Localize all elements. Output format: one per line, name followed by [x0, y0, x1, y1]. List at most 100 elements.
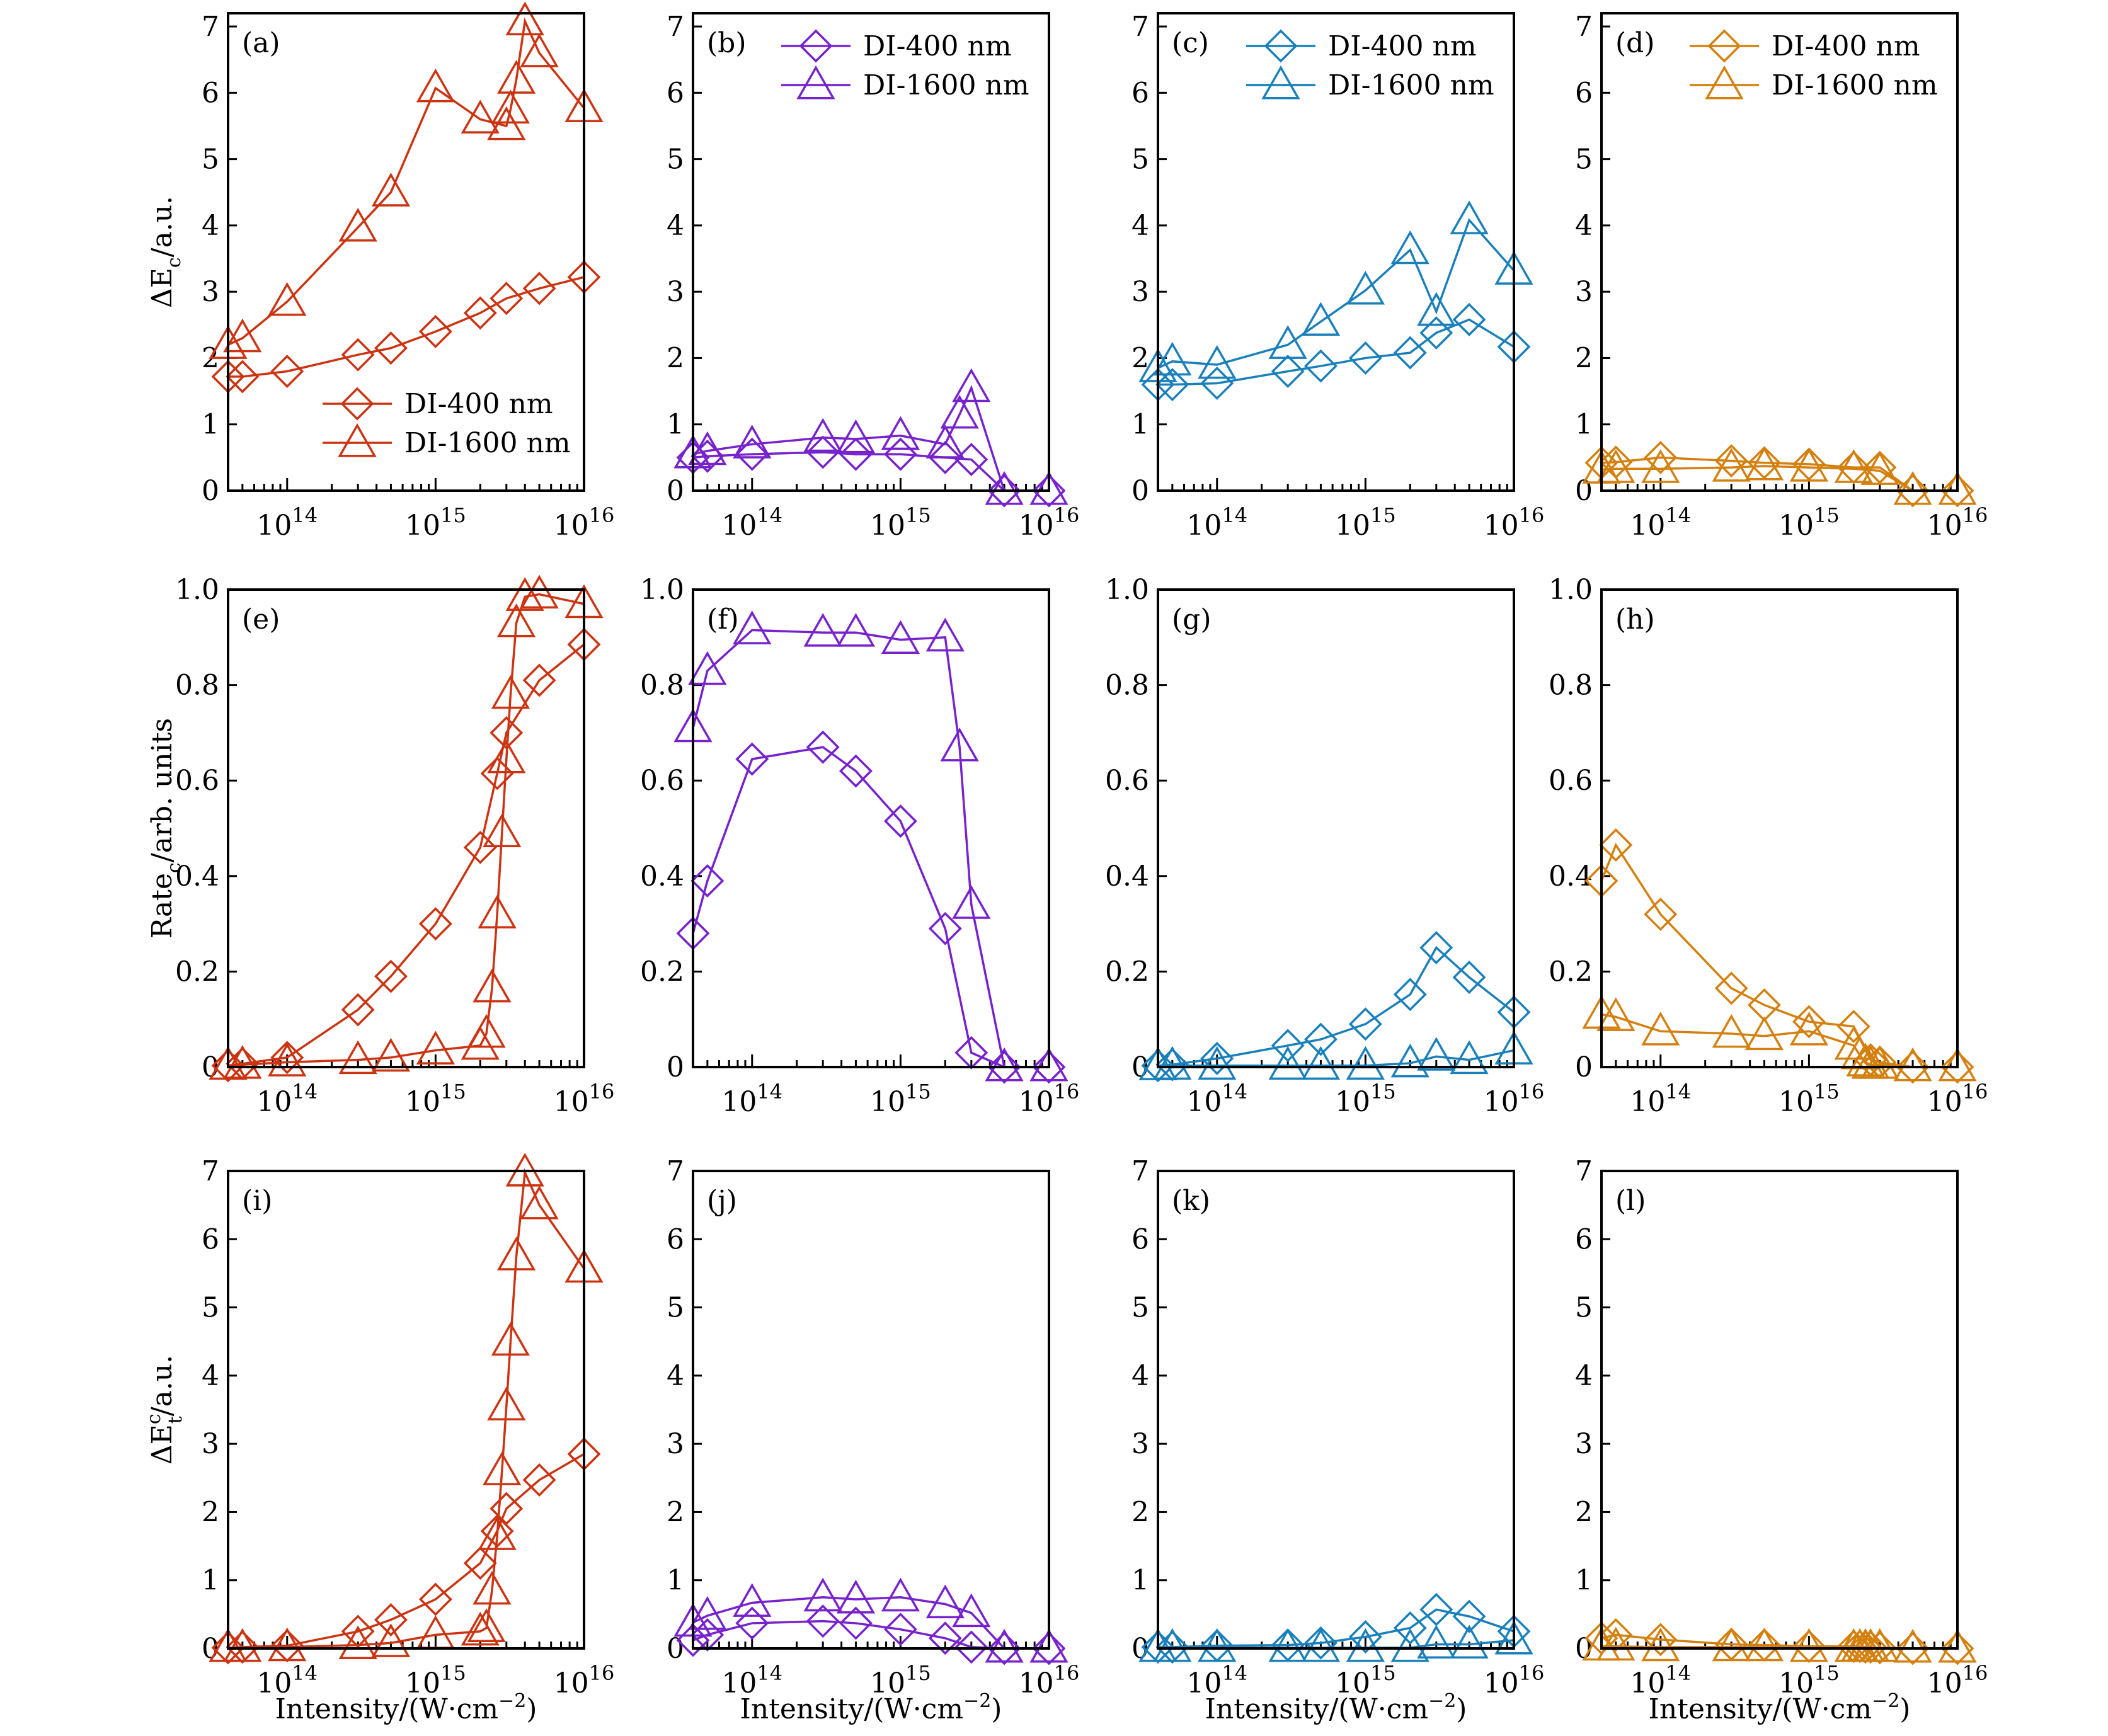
x-tick-label: 1014: [721, 503, 782, 542]
plot-frame: [227, 12, 585, 492]
x-tick-base: 10: [1186, 510, 1222, 542]
data-point-triangle: [338, 1625, 377, 1660]
data-point-diamond: [883, 1613, 917, 1647]
data-point-triangle: [1029, 1047, 1068, 1082]
series-di-400-nm: [1141, 302, 1531, 402]
x-tick-exponent: 15: [1814, 1080, 1840, 1104]
data-point-triangle: [1846, 1042, 1885, 1076]
data-point-triangle: [881, 416, 920, 450]
x-tick-exponent: 16: [1519, 503, 1545, 527]
x-tick-exponent: 15: [1370, 1661, 1396, 1685]
series-line: [1157, 945, 1515, 1067]
x-tick-label: 1015: [1335, 1661, 1396, 1699]
x-axis-title-main: Intensity/(W·cm: [1649, 1693, 1872, 1725]
data-point-diamond: [211, 1049, 245, 1083]
data-point-triangle: [1390, 230, 1429, 265]
series-line: [692, 451, 1049, 492]
y-tick-label: 7: [1575, 11, 1593, 43]
series-line: [1600, 842, 1957, 1068]
data-point-triangle: [1789, 1628, 1828, 1662]
legend-triangle-icon: [796, 65, 835, 100]
x-tick-base: 10: [1019, 510, 1054, 542]
data-point-diamond: [1644, 1623, 1678, 1657]
x-tick-base: 10: [1019, 1086, 1054, 1118]
y-axis-title-sup: c: [143, 1413, 165, 1424]
data-point-triangle: [1450, 1040, 1489, 1075]
data-point-diamond: [1200, 1041, 1234, 1075]
plot-frame: [1600, 588, 1959, 1068]
y-tick-label: 2: [667, 342, 684, 374]
x-tick-exponent: 14: [1222, 1661, 1247, 1685]
data-point-triangle: [1834, 449, 1873, 483]
data-point-diamond: [1940, 474, 1974, 508]
legend-diamond-icon: [1264, 29, 1298, 63]
y-tick-label: 4: [667, 210, 684, 242]
data-point-triangle: [491, 89, 530, 124]
series-di-400-nm: [211, 260, 601, 394]
data-point-diamond: [341, 338, 375, 372]
x-tick-base: 10: [405, 510, 440, 542]
data-point-triangle: [1712, 1627, 1751, 1662]
y-tick-label: 4: [202, 1360, 219, 1392]
x-tick-exponent: 14: [1222, 1080, 1247, 1104]
y-tick-label: 4: [1131, 1360, 1149, 1392]
y-tick-label: 3: [667, 1428, 684, 1460]
data-point-diamond: [806, 730, 840, 764]
x-tick-base: 10: [1779, 1086, 1814, 1118]
x-tick-base: 10: [721, 1086, 757, 1118]
data-point-triangle: [338, 207, 377, 242]
y-tick-label: 5: [202, 144, 219, 176]
panel-label: (a): [242, 27, 280, 59]
y-axis-title: ΔEc/a.u.: [146, 196, 185, 308]
x-tick-base: 10: [1186, 1667, 1222, 1699]
x-tick-label: 1016: [554, 1661, 615, 1699]
x-tick-base: 10: [1927, 510, 1962, 542]
data-point-diamond: [1792, 447, 1826, 481]
x-tick-label: 1015: [1779, 503, 1840, 542]
y-tick-label: 2: [202, 1496, 219, 1528]
y-tick-label: 3: [667, 276, 684, 308]
data-point-triangle: [940, 728, 979, 762]
legend: DI-400 nm DI-1600 nm: [1246, 29, 1494, 101]
y-tick-label: 7: [202, 1155, 219, 1187]
data-point-triangle: [1390, 1628, 1429, 1662]
data-point-diamond: [490, 282, 524, 316]
x-tick-label: 1014: [256, 1080, 318, 1118]
y-tick-label: 3: [1575, 1428, 1593, 1460]
legend-label: DI-400 nm: [1328, 30, 1477, 62]
y-axis-title-sub: c: [163, 257, 185, 268]
x-tick-base: 10: [1630, 510, 1665, 542]
x-tick-base: 10: [1779, 1667, 1814, 1699]
data-point-triangle: [688, 651, 727, 685]
data-point-diamond: [1452, 302, 1486, 336]
plot-frame: [1157, 1170, 1515, 1650]
data-point-triangle: [416, 68, 455, 103]
data-point-triangle: [1744, 1627, 1784, 1662]
y-tick-label: 2: [1131, 1496, 1149, 1528]
data-point-triangle: [461, 1611, 500, 1646]
y-tick-label: 1: [667, 1565, 684, 1597]
y-tick-label: 0.2: [1549, 956, 1593, 988]
data-point-diamond: [270, 355, 304, 388]
y-tick-label: 5: [667, 1292, 684, 1324]
data-point-triangle: [1268, 325, 1307, 359]
x-tick-exponent: 14: [1665, 1080, 1691, 1104]
x-tick-label: 1016: [1484, 1080, 1545, 1118]
y-tick-label: 7: [667, 1155, 684, 1187]
y-tick-label: 5: [1575, 1292, 1593, 1324]
data-point-diamond: [1155, 1630, 1189, 1664]
x-tick-exponent: 15: [1814, 503, 1840, 527]
y-tick-label: 0.4: [175, 860, 219, 893]
x-tick-label: 1016: [554, 503, 615, 542]
y-tick-label: 0.6: [1105, 765, 1149, 797]
x-tick-exponent: 14: [292, 1080, 318, 1104]
y-axis-title: ΔEct/a.u.: [143, 1355, 186, 1465]
x-tick-base: 10: [1019, 1667, 1054, 1699]
plot-frame: [692, 1170, 1050, 1650]
series-di-400-nm: [676, 730, 1066, 1084]
data-point-triangle: [985, 1047, 1024, 1082]
data-point-triangle: [1268, 1628, 1307, 1662]
